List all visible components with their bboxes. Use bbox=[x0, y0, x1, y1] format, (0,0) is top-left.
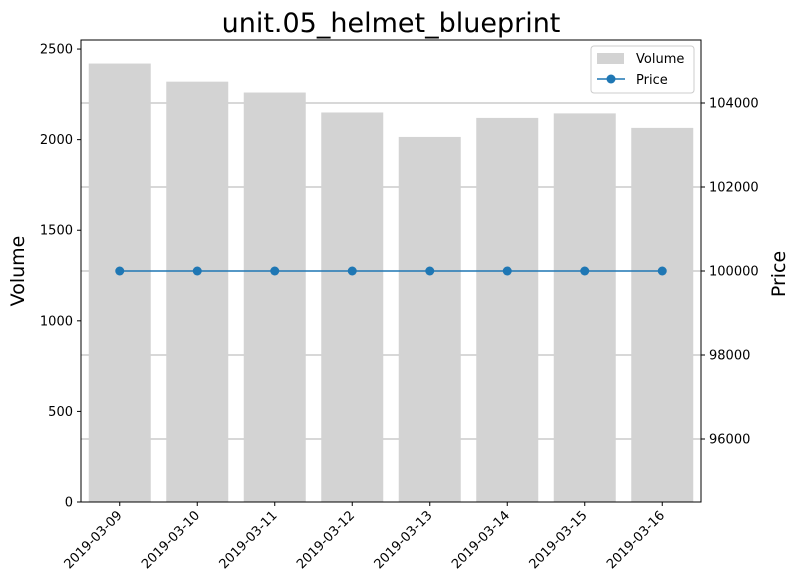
legend-volume-label: Volume bbox=[636, 52, 684, 67]
left-tick-label: 1500 bbox=[40, 224, 73, 239]
price-point bbox=[347, 266, 357, 276]
right-tick-label: 96000 bbox=[709, 433, 750, 448]
legend-price-label: Price bbox=[636, 73, 668, 88]
legend: Volume Price bbox=[590, 45, 695, 94]
x-axis: 2019-03-09 2019-03-10 2019-03-11 2019-03-12… bbox=[62, 502, 668, 572]
x-tick-label: 2019-03-11 bbox=[217, 508, 281, 572]
price-point bbox=[270, 266, 280, 276]
volume-bar bbox=[631, 127, 694, 502]
right-tick-label: 98000 bbox=[709, 349, 750, 364]
volume-bar bbox=[166, 81, 229, 502]
price-line-series bbox=[115, 266, 667, 276]
volume-bar bbox=[243, 92, 306, 503]
volume-bar bbox=[398, 136, 461, 502]
x-tick-label: 2019-03-10 bbox=[139, 508, 203, 572]
volume-bar bbox=[476, 117, 539, 502]
y-axis-label: Volume bbox=[7, 236, 29, 307]
right-tick-label: 100000 bbox=[709, 265, 759, 280]
volume-bar bbox=[321, 112, 384, 503]
price-point bbox=[580, 266, 590, 276]
left-tick-label: 1000 bbox=[40, 314, 73, 329]
x-tick-label: 2019-03-16 bbox=[604, 508, 668, 572]
x-tick-label: 2019-03-13 bbox=[372, 508, 436, 572]
left-tick-label: 2000 bbox=[40, 133, 73, 148]
legend-price-marker bbox=[606, 74, 616, 84]
x-tick-label: 2019-03-14 bbox=[449, 508, 513, 572]
legend-volume-swatch bbox=[597, 53, 624, 64]
volume-bars bbox=[88, 63, 694, 503]
x-tick-label: 2019-03-12 bbox=[294, 508, 358, 572]
right-tick-label: 102000 bbox=[709, 181, 759, 196]
price-point bbox=[192, 266, 202, 276]
right-tick-label: 104000 bbox=[709, 97, 759, 112]
price-point bbox=[425, 266, 435, 276]
x-tick-label: 2019-03-09 bbox=[62, 508, 126, 572]
left-tick-label: 500 bbox=[48, 405, 73, 420]
right-axis: 96000 98000 100000 102000 104000 bbox=[701, 97, 759, 448]
volume-bar bbox=[553, 113, 616, 503]
price-point bbox=[502, 266, 512, 276]
price-point bbox=[115, 266, 125, 276]
x-tick-label: 2019-03-15 bbox=[527, 508, 591, 572]
volume-bar bbox=[88, 63, 151, 502]
chart-title: unit.05_helmet_blueprint bbox=[222, 8, 561, 39]
left-tick-label: 0 bbox=[65, 496, 73, 511]
left-tick-label: 2500 bbox=[40, 43, 73, 58]
price-point bbox=[657, 266, 667, 276]
y2-axis-label: Price bbox=[768, 251, 790, 297]
left-axis: 0 500 1000 1500 2000 2500 bbox=[40, 43, 81, 511]
